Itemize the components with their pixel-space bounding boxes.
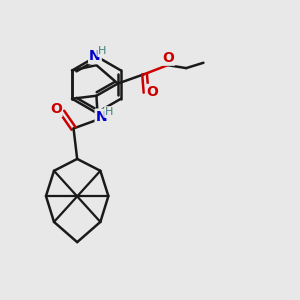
Text: H: H: [98, 46, 106, 56]
Text: N: N: [89, 49, 101, 63]
Text: O: O: [50, 102, 62, 116]
Text: O: O: [162, 51, 174, 65]
Text: H: H: [105, 107, 113, 117]
Text: N: N: [96, 110, 107, 124]
Text: O: O: [146, 85, 158, 99]
